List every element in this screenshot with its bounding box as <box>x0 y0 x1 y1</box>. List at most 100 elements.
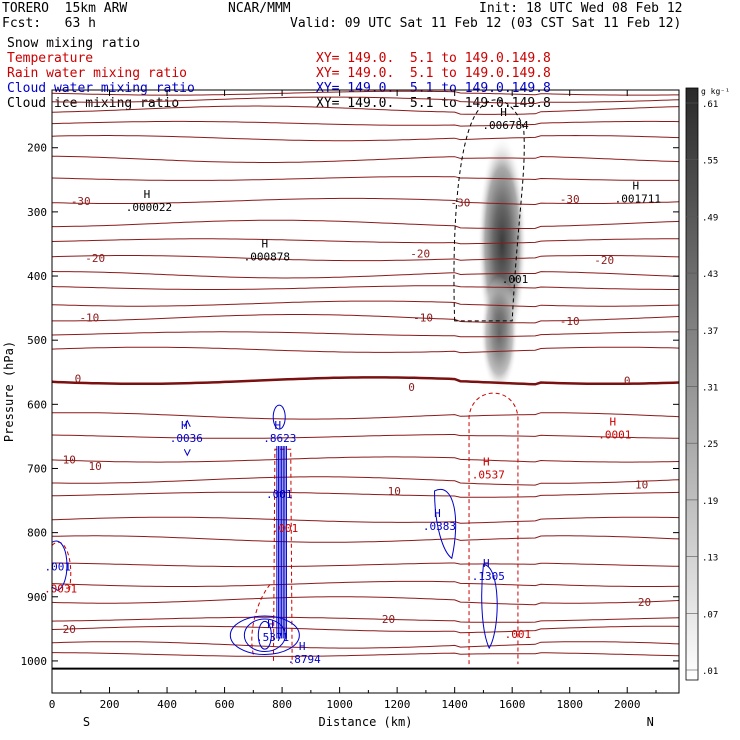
temperature-contour <box>51 456 680 463</box>
cloud-water-contour <box>257 620 272 650</box>
field-name: Cloud ice mixing ratio <box>7 96 180 111</box>
maximum-value: .8794 <box>288 653 321 666</box>
forecast-hour: Fcst: 63 h <box>2 16 96 31</box>
y-tick-label: 300 <box>27 206 47 219</box>
rain-water-contour <box>251 583 271 655</box>
temperature-contour <box>52 652 680 657</box>
temperature-contour <box>51 285 679 290</box>
y-tick-label: 1000 <box>21 655 48 668</box>
maximum-marker: H <box>299 640 306 653</box>
cloud-water-contour <box>282 446 284 639</box>
maximum-value: .0383 <box>423 520 456 533</box>
rain-water-contour <box>51 541 72 591</box>
maximum-marker: H <box>181 419 188 432</box>
x-tick-label: 1200 <box>384 698 411 711</box>
cloud-water-contour <box>183 419 191 457</box>
maximum-value: .0001 <box>598 429 631 442</box>
cloud-water-contour <box>284 446 286 639</box>
maximum-marker: H <box>144 188 151 201</box>
maximum-value: .000878 <box>244 250 290 263</box>
north-label: N <box>647 715 654 729</box>
colorbar-tick-label: .25 <box>702 440 718 450</box>
temperature-label: -30 <box>71 195 91 208</box>
temperature-contour <box>51 176 679 181</box>
x-tick-label: 0 <box>49 698 56 711</box>
rain-water-contour <box>468 392 519 665</box>
temperature-label: 10 <box>63 453 76 466</box>
maximum-value: .006784 <box>482 119 529 132</box>
y-tick-label: 700 <box>27 462 47 475</box>
temperature-label: -10 <box>413 312 433 325</box>
cloud-water-contour <box>481 564 498 650</box>
colorbar-tick-label: .19 <box>702 497 718 507</box>
valid-time: Valid: 09 UTC Sat 11 Feb 12 (03 CST Sat … <box>290 16 682 31</box>
cloud-water-contour <box>285 446 287 639</box>
colorbar-tick-label: .13 <box>702 554 718 564</box>
temperature-contour <box>51 271 680 279</box>
temperature-label: 0 <box>408 381 415 394</box>
field-name: Temperature <box>7 51 94 66</box>
colorbar <box>685 87 699 681</box>
field-name: Rain water mixing ratio <box>7 66 188 81</box>
maximum-marker: H <box>434 507 441 520</box>
temperature-contour <box>51 625 680 634</box>
temperature-label: -10 <box>560 315 580 328</box>
colorbar-tick-label: .43 <box>702 270 718 280</box>
temperature-label: 20 <box>638 596 651 609</box>
temperature-contour <box>51 105 680 115</box>
temperature-label: -30 <box>560 193 580 206</box>
cloud-water-contour <box>281 446 283 639</box>
x-tick-label: 800 <box>272 698 292 711</box>
temperature-contour <box>51 641 680 649</box>
cloud-water-contour <box>51 540 68 591</box>
temperature-label: -10 <box>79 312 99 325</box>
cloud-water-contour <box>229 615 300 656</box>
contour-value-label: .001 <box>45 561 72 574</box>
contour-value-label: .001 <box>266 488 293 501</box>
colorbar-tick-label: .61 <box>702 100 718 110</box>
maximum-marker: H <box>267 618 274 631</box>
x-tick-label: 1400 <box>441 698 468 711</box>
temperature-contour <box>51 255 680 262</box>
temperature-label: 0 <box>624 375 631 388</box>
x-axis-label: Distance (km) <box>319 715 413 729</box>
colorbar-tick-label: .55 <box>702 157 718 167</box>
x-tick-label: 400 <box>157 698 177 711</box>
field-name: Cloud water mixing ratio <box>7 81 195 96</box>
temperature-label: -30 <box>450 196 470 209</box>
temperature-label: 20 <box>63 623 76 636</box>
temperature-contour <box>51 90 679 96</box>
maximum-marker: H <box>262 237 269 250</box>
center-title: NCAR/MMM <box>228 1 291 16</box>
y-tick-label: 900 <box>27 591 47 604</box>
field-name: Snow mixing ratio <box>7 36 141 51</box>
temperature-label: 10 <box>635 479 648 492</box>
y-tick-label: 800 <box>27 527 47 540</box>
temperature-label: 20 <box>382 613 395 626</box>
contour-value-label: .001 <box>505 628 532 641</box>
temperature-label: -20 <box>85 252 105 265</box>
y-tick-label: 500 <box>27 334 47 347</box>
cloud-water-contour <box>434 488 457 560</box>
plot-frame <box>51 89 680 694</box>
colorbar-tick-label: .49 <box>702 213 718 223</box>
colorbar-tick-label: .31 <box>702 384 718 394</box>
y-tick-label: 600 <box>27 398 47 411</box>
maximum-marker: H <box>610 416 617 429</box>
field-xy: XY= 149.0. 5.1 to 149.0.149.8 <box>316 51 551 66</box>
maximum-marker: H <box>500 106 507 119</box>
x-tick-label: 200 <box>100 698 120 711</box>
temperature-contour <box>52 219 680 230</box>
maximum-value: .1305 <box>472 570 505 583</box>
temperature-contour <box>51 580 680 587</box>
contour-value-label: .0031 <box>44 582 77 595</box>
colorbar-tick-label: .07 <box>702 610 718 620</box>
maximum-value: .0537 <box>472 468 505 481</box>
field-xy: XY= 149.0. 5.1 to 149.0.149.8 <box>316 81 551 96</box>
cloud-water-contour <box>277 446 279 639</box>
maximum-marker: H <box>274 419 281 432</box>
temperature-contour <box>51 155 680 163</box>
maximum-value: .8623 <box>263 432 296 445</box>
maximum-marker: H <box>483 455 490 468</box>
y-tick-label: 400 <box>27 270 47 283</box>
